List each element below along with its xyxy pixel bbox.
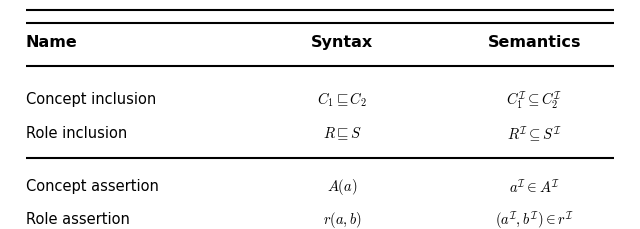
Text: $C_1^{\mathcal{I}} \subseteq C_2^{\mathcal{I}}$: $C_1^{\mathcal{I}} \subseteq C_2^{\mathc… (506, 89, 563, 111)
Text: $C_1 \sqsubseteq C_2$: $C_1 \sqsubseteq C_2$ (317, 90, 367, 109)
Text: Concept assertion: Concept assertion (26, 179, 159, 194)
Text: Role assertion: Role assertion (26, 212, 129, 227)
Text: Concept inclusion: Concept inclusion (26, 92, 156, 107)
Text: $R^{\mathcal{I}} \subseteq S^{\mathcal{I}}$: $R^{\mathcal{I}} \subseteq S^{\mathcal{I… (507, 124, 562, 144)
Text: $A(a)$: $A(a)$ (327, 177, 358, 197)
Text: $R \sqsubseteq S$: $R \sqsubseteq S$ (323, 126, 362, 142)
Text: Role inclusion: Role inclusion (26, 126, 127, 142)
Text: Semantics: Semantics (488, 35, 581, 50)
Text: Syntax: Syntax (311, 35, 374, 50)
Text: $a^{\mathcal{I}} \in A^{\mathcal{I}}$: $a^{\mathcal{I}} \in A^{\mathcal{I}}$ (509, 178, 560, 196)
Text: $r(a, b)$: $r(a, b)$ (323, 210, 362, 229)
Text: Name: Name (26, 35, 77, 50)
Text: $(a^{\mathcal{I}}, b^{\mathcal{I}}) \in r^{\mathcal{I}}$: $(a^{\mathcal{I}}, b^{\mathcal{I}}) \in … (495, 209, 574, 229)
